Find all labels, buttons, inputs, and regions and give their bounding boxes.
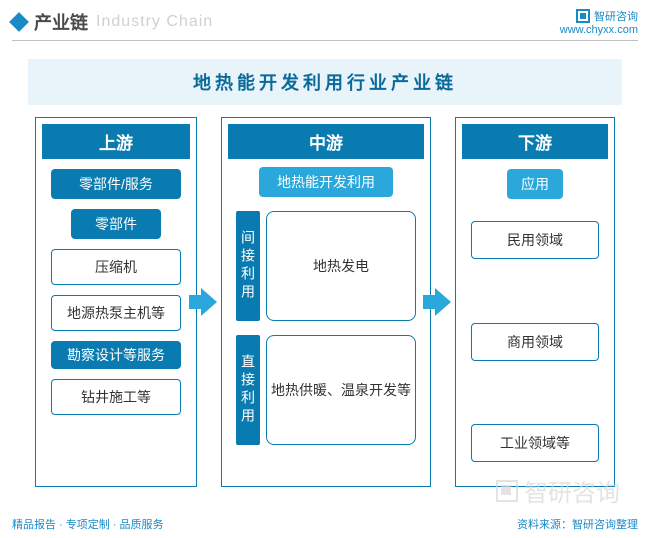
brand-name: 智研咨询 [594, 8, 638, 24]
upstream-item: 压缩机 [51, 249, 181, 285]
header-title-cn: 产业链 [34, 9, 88, 35]
midstream-row1: 间接利用 地热发电 [228, 211, 424, 321]
diagram-columns: 上游 零部件/服务 零部件 压缩机 地源热泵主机等 勘察设计等服务 钻井施工等 … [0, 117, 650, 487]
header-right: 智研咨询 www.chyxx.com [560, 8, 638, 36]
watermark: 智研咨询 [496, 473, 620, 508]
brand-url: www.chyxx.com [560, 24, 638, 36]
watermark-logo-icon [496, 480, 518, 502]
diamond-icon [9, 12, 29, 32]
watermark-text: 智研咨询 [524, 473, 620, 508]
main-title: 地热能开发利用行业产业链 [28, 69, 622, 95]
page-header: 产业链 Industry Chain 智研咨询 www.chyxx.com [0, 0, 650, 40]
upstream-item: 地源热泵主机等 [51, 295, 181, 331]
downstream-item: 工业领域等 [471, 424, 599, 462]
downstream-head: 下游 [462, 124, 608, 159]
header-left: 产业链 Industry Chain [12, 9, 213, 35]
downstream-item: 商用领域 [471, 323, 599, 361]
page-footer: 精品报告 · 专项定制 · 品质服务 资料来源：智研咨询整理 [12, 516, 638, 532]
downstream-sub: 应用 [507, 169, 563, 199]
mid-box-indirect: 地热发电 [266, 211, 416, 321]
midstream-column: 中游 地热能开发利用 间接利用 地热发电 直接利用 地热供暖、温泉开发等 [221, 117, 431, 487]
midstream-sub: 地热能开发利用 [259, 167, 393, 197]
upstream-item: 钻井施工等 [51, 379, 181, 415]
upstream-sub1: 零部件 [71, 209, 161, 239]
midstream-row2: 直接利用 地热供暖、温泉开发等 [228, 335, 424, 445]
midstream-head: 中游 [228, 124, 424, 159]
downstream-item: 民用领域 [471, 221, 599, 259]
main-title-box: 地热能开发利用行业产业链 [28, 59, 622, 105]
mid-label-indirect: 间接利用 [236, 211, 260, 321]
upstream-column: 上游 零部件/服务 零部件 压缩机 地源热泵主机等 勘察设计等服务 钻井施工等 [35, 117, 197, 487]
upstream-head: 上游 [42, 124, 190, 159]
footer-right: 资料来源：智研咨询整理 [517, 516, 638, 532]
header-divider [12, 40, 638, 41]
header-title-en: Industry Chain [96, 13, 213, 31]
upstream-sub2: 勘察设计等服务 [51, 341, 181, 369]
mid-box-direct: 地热供暖、温泉开发等 [266, 335, 416, 445]
arrow-icon [435, 288, 451, 316]
downstream-column: 下游 应用 民用领域 商用领域 工业领域等 [455, 117, 615, 487]
upstream-group: 零部件/服务 [51, 169, 181, 199]
downstream-items: 民用领域 商用领域 工业领域等 [471, 199, 599, 480]
arrow-icon [201, 288, 217, 316]
mid-label-direct: 直接利用 [236, 335, 260, 445]
footer-left: 精品报告 · 专项定制 · 品质服务 [12, 516, 164, 532]
brand-logo-icon [576, 9, 590, 23]
